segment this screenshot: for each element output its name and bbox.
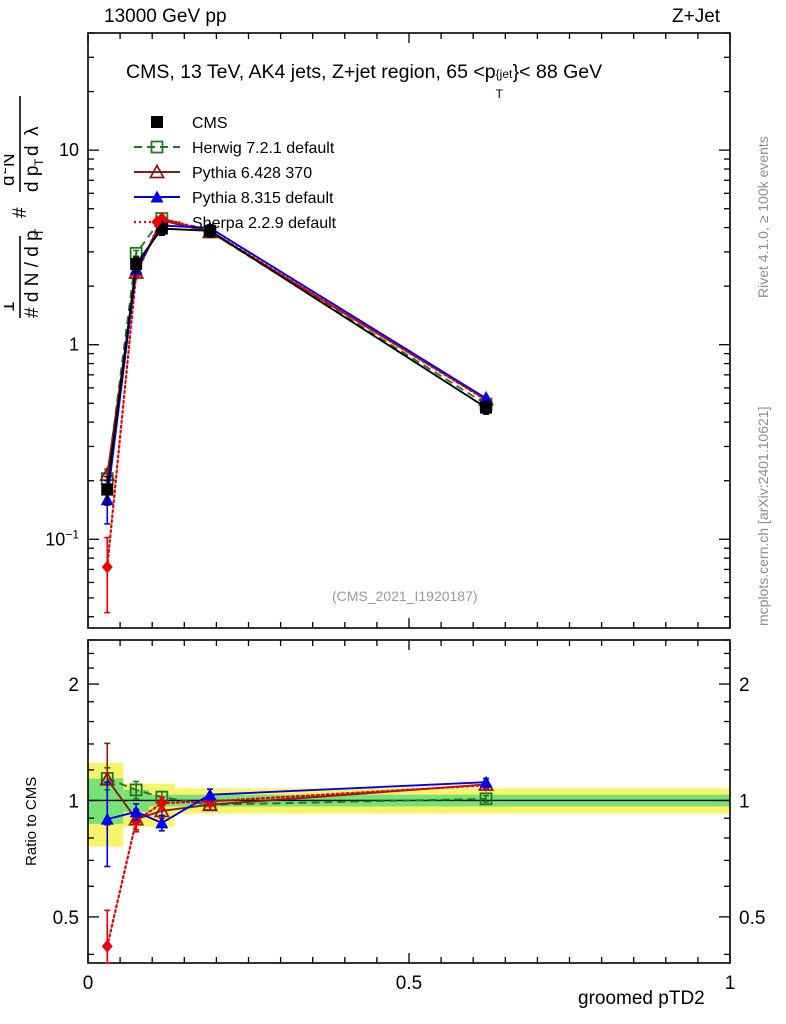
- header-right-label: Z+Jet: [672, 6, 721, 27]
- ratio-series: [100, 775, 493, 868]
- x-tick-label: 0: [83, 973, 94, 994]
- y-label-num: d: [4, 175, 19, 186]
- marker-triangle-open: [148, 163, 166, 179]
- ratio-y-tick-label-right: 2: [739, 675, 750, 696]
- marker-triangle-filled: [479, 775, 493, 788]
- legend-label: Herwig 7.2.1 default: [192, 140, 335, 157]
- x-tick-label: 1: [725, 973, 736, 994]
- header-left-label: 13000 GeV pp: [104, 6, 227, 27]
- marker-square-open: [129, 783, 143, 797]
- legend: CMS Herwig 7.2.1 default Pythia 6.428 370 P…: [130, 110, 410, 238]
- y-label-den: d p: [22, 166, 43, 192]
- marker-triangle-open: [201, 796, 218, 812]
- x-tick-label: 0.5: [396, 973, 422, 994]
- y-label-hash: #: [10, 207, 31, 218]
- y-label-prefix-den: # d N / d p: [22, 230, 43, 318]
- marker-square-open: [150, 140, 164, 154]
- y-label-lambda: λ: [22, 126, 43, 136]
- y-label-den-rest: d: [22, 145, 43, 156]
- plot-title: CMS, 13 TeV, AK4 jets, Z+jet region, 65 …: [126, 61, 603, 101]
- marker-diamond-filled: [130, 814, 142, 828]
- ratio-axis-label-text: Ratio to CMS: [23, 777, 40, 866]
- ratio-y-tick-label-right: 0.5: [739, 908, 765, 929]
- marker-triangle-filled: [479, 391, 493, 404]
- plot-title-superscript: {jet: [495, 67, 513, 81]
- main-line: [106, 227, 487, 490]
- marker-square-filled: [101, 483, 114, 496]
- right-note-bottom: mcplots.cern.ch [arXiv:2401.10621]: [748, 322, 776, 630]
- plot-title-tail: }< 88 GeV: [512, 61, 603, 83]
- legend-entry[interactable]: [134, 163, 180, 179]
- marker-square-filled: [480, 401, 493, 414]
- legend-label: Pythia 6.428 370: [192, 165, 312, 182]
- main-series: [100, 218, 493, 525]
- marker-triangle-filled: [203, 788, 217, 801]
- main-series: [99, 212, 495, 482]
- plot-title-main: CMS, 13 TeV, AK4 jets, Z+jet region, 65 …: [126, 61, 496, 83]
- marker-triangle-filled: [129, 805, 143, 818]
- main-series: [101, 221, 493, 506]
- marker-square-open: [479, 792, 493, 806]
- main-line: [106, 217, 488, 569]
- ratio-y-tick-label: 1: [68, 791, 79, 812]
- legend-label: Sherpa 2.2.9 default: [192, 215, 337, 232]
- main-series: [101, 212, 492, 614]
- y-label-num-sup: 2: [4, 167, 9, 174]
- y-label-num-rest: N: [4, 153, 19, 167]
- ratio-y-tick-label-right: 1: [739, 791, 750, 812]
- marker-square-filled: [130, 257, 143, 270]
- y-axis-label: 1 # d N / d p T # d 2 N d p T d λ: [4, 30, 44, 320]
- legend-entry[interactable]: [134, 140, 180, 154]
- legend-label: Pythia 8.315 default: [192, 190, 334, 207]
- marker-diamond-filled: [101, 560, 113, 574]
- right-note-top: Rivet 4.1.0, ≥ 100k events: [748, 32, 776, 302]
- marker-square-filled: [151, 116, 163, 128]
- ratio-y-tick-label: 0.5: [53, 908, 79, 929]
- marker-diamond-filled: [156, 796, 168, 810]
- y-label-prefix-den-sub: T: [32, 228, 44, 236]
- legend-entry[interactable]: [134, 215, 180, 229]
- main-series: [100, 212, 493, 486]
- y-tick-label: 10: [59, 140, 79, 160]
- legend-label: CMS: [192, 115, 228, 132]
- x-axis-label: groomed pTD2: [578, 988, 705, 1009]
- main-line: [106, 219, 487, 475]
- right-note-bottom-text: mcplots.cern.ch [arXiv:2401.10621]: [755, 407, 771, 626]
- main-line: [106, 217, 487, 479]
- y-label-den-sub: T: [32, 158, 44, 166]
- legend-entry[interactable]: [134, 190, 180, 203]
- ratio-axis-label: Ratio to CMS: [18, 690, 42, 870]
- y-label-prefix-num: 1: [4, 301, 19, 312]
- marker-diamond-filled: [151, 215, 163, 229]
- marker-triangle-filled: [155, 816, 169, 829]
- y-tick-label: 10−1: [45, 527, 79, 549]
- right-note-top-text: Rivet 4.1.0, ≥ 100k events: [755, 136, 771, 298]
- y-tick-label: 1: [69, 335, 79, 355]
- watermark-label: (CMS_2021_I1920187): [332, 588, 478, 604]
- main-line: [106, 224, 487, 500]
- plot-title-subscript: T: [495, 87, 503, 101]
- legend-entry[interactable]: [151, 116, 163, 128]
- marker-triangle-filled: [150, 190, 164, 203]
- marker-triangle-filled: [100, 812, 114, 825]
- marker-diamond-filled: [101, 939, 113, 953]
- ratio-y-tick-label: 2: [68, 675, 79, 696]
- marker-square-filled: [203, 224, 216, 237]
